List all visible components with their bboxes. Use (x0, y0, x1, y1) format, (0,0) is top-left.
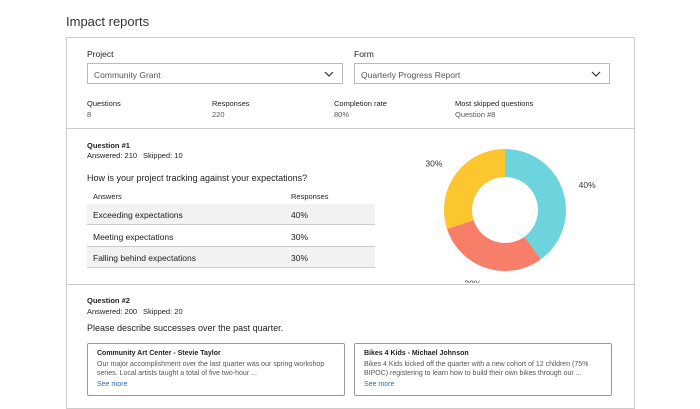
question-text: How is your project tracking against you… (87, 173, 308, 183)
filter-label: Form (354, 49, 374, 59)
stat-value: 80% (334, 110, 350, 119)
stat-label: Responses (212, 99, 250, 108)
see-more-link[interactable]: See more (364, 381, 395, 388)
select-value: Community Grant (94, 70, 161, 80)
divider (66, 128, 634, 129)
card-title: Community Art Center - Stevie Taylor (97, 350, 221, 357)
donut-slice (505, 149, 566, 260)
select-value: Quarterly Progress Report (361, 70, 461, 80)
card-body: Our major accomplishment over the last q… (97, 361, 325, 377)
slice-label: 40% (579, 180, 596, 190)
page-title: Impact reports (66, 14, 150, 29)
response: 40% (291, 210, 309, 220)
see-more-link[interactable]: See more (97, 381, 128, 388)
answered: Answered: 200 (87, 307, 138, 316)
page: Impact reports Project Community Grant F… (66, 14, 635, 409)
question-number: Question #1 (87, 141, 130, 150)
stat-label: Questions (87, 99, 121, 108)
answered: Answered: 210 (87, 151, 138, 160)
slice-label: 30% (464, 278, 481, 283)
card-body: Bikes 4 Kids kicked off the quarter with… (364, 361, 589, 377)
donut-slice (446, 220, 541, 271)
answer: Falling behind expectations (93, 253, 197, 263)
divider (66, 284, 634, 285)
answer: Meeting expectations (93, 231, 174, 242)
column-header: Responses (291, 192, 329, 201)
card-title: Bikes 4 Kids - Michael Johnson (364, 350, 469, 357)
answer-row: Falling behind expectations 30% (87, 247, 375, 268)
stat-value: 8 (87, 110, 92, 119)
stat-value: 220 (212, 110, 225, 119)
donut-chart: 40% 30% 30% (425, 149, 596, 283)
column-header: Answers (93, 192, 122, 201)
donut-slice (444, 149, 505, 229)
response: 30% (291, 231, 309, 242)
stat-value: Question #8 (455, 110, 496, 119)
chevron (591, 71, 601, 77)
response-card: Bikes 4 Kids - Michael Johnson Bikes 4 Ki… (354, 343, 612, 396)
project-select[interactable]: Community Grant (87, 63, 343, 84)
answer-row: Meeting expectations 30% (87, 225, 375, 247)
response: 30% (291, 253, 309, 263)
form-select[interactable]: Quarterly Progress Report (354, 63, 610, 84)
answer: Exceeding expectations (93, 210, 183, 220)
question-text: Please describe successes over the past … (87, 323, 284, 333)
answer-row: Exceeding expectations 40% (87, 204, 375, 225)
filter-label: Project (87, 49, 114, 59)
skipped: Skipped: 20 (143, 307, 183, 316)
skipped: Skipped: 10 (143, 151, 183, 160)
slice-label: 30% (425, 158, 442, 168)
chevron (324, 71, 334, 77)
stat-label: Most skipped questions (455, 99, 534, 108)
question-number: Question #2 (87, 296, 130, 305)
stat-label: Completion rate (334, 99, 387, 108)
response-card: Community Art Center - Stevie Taylor Our … (87, 343, 345, 396)
